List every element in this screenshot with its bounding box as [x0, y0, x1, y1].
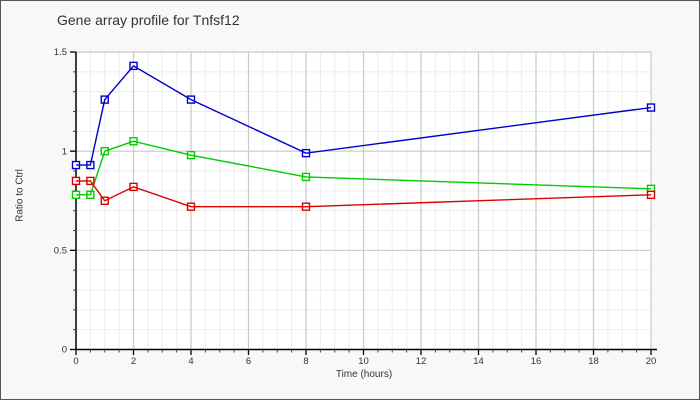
svg-text:10: 10: [358, 356, 369, 367]
series-blue-line: [76, 64, 652, 166]
series-green-line: [76, 140, 652, 196]
svg-text:0: 0: [73, 356, 78, 367]
svg-text:16: 16: [531, 356, 542, 367]
svg-text:6: 6: [246, 356, 251, 367]
svg-text:20: 20: [646, 356, 657, 367]
gridlines-minor: [76, 52, 651, 350]
svg-text:1: 1: [62, 146, 67, 157]
svg-text:0: 0: [62, 345, 67, 356]
svg-text:2: 2: [131, 356, 136, 367]
svg-text:0.5: 0.5: [54, 246, 67, 257]
svg-text:14: 14: [473, 356, 484, 367]
svg-text:12: 12: [416, 356, 427, 367]
x-tick-labels: 0 2 4 6 8 10 12 14 16 18 20: [73, 356, 656, 367]
x-axis-title: Time (hours): [335, 369, 393, 380]
svg-text:4: 4: [188, 356, 193, 367]
svg-text:8: 8: [303, 356, 308, 367]
svg-text:18: 18: [588, 356, 599, 367]
axis-ticks: [70, 51, 652, 355]
chart-title: Gene array profile for Tnfsf12: [57, 12, 240, 28]
series-red-line: [76, 180, 652, 208]
y-tick-labels: 0 0.5 1 1.5: [54, 47, 67, 356]
svg-text:1.5: 1.5: [54, 47, 67, 58]
